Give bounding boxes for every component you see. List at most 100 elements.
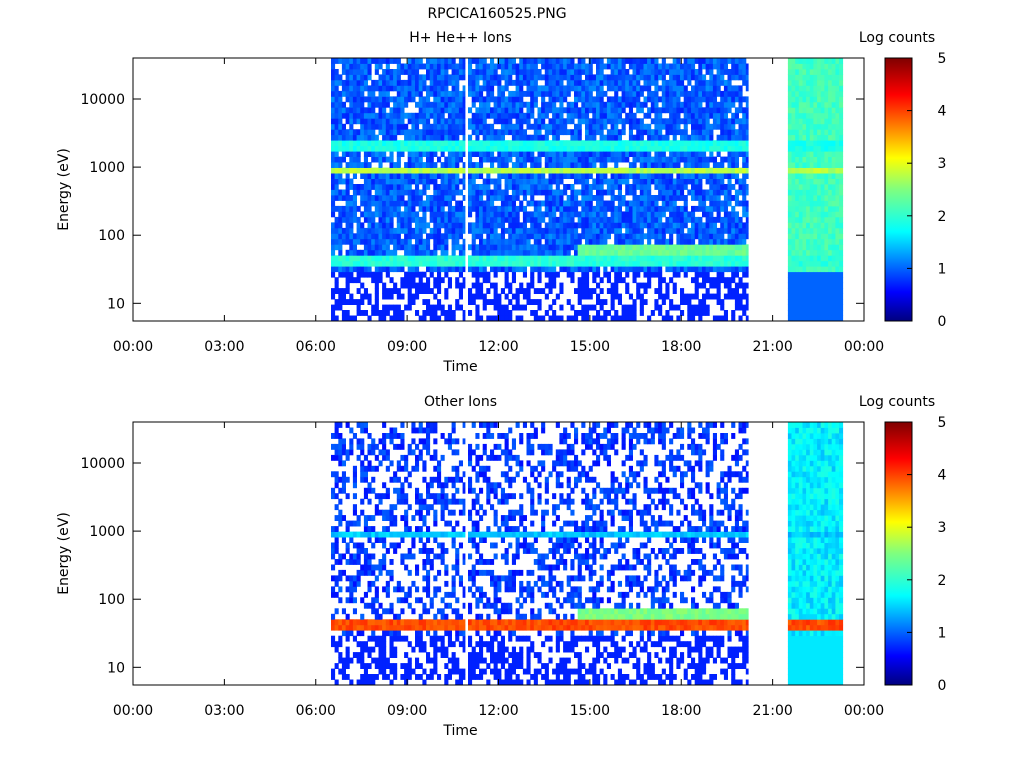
heatmap-cell [709, 260, 714, 267]
heatmap-cell [817, 227, 822, 234]
heatmap-cell [404, 129, 409, 136]
heatmap-cell [610, 96, 615, 103]
heatmap-cell [389, 205, 394, 212]
heatmap-cell [791, 310, 796, 316]
heatmap-cell [338, 238, 343, 245]
heatmap-cell [451, 216, 456, 223]
heatmap-cell [389, 69, 394, 75]
heatmap-cell [625, 79, 630, 86]
heatmap-cell [533, 58, 538, 64]
heatmap-cell [360, 189, 365, 196]
heatmap-cell [497, 260, 502, 267]
heatmap-cell [331, 145, 336, 152]
heatmap-cell [603, 145, 608, 152]
heatmap-cell [643, 96, 648, 103]
heatmap-cell [658, 277, 663, 284]
heatmap-cell [393, 145, 398, 152]
heatmap-cell [795, 63, 800, 70]
heatmap-cell [570, 211, 575, 218]
heatmap-cell [541, 315, 546, 322]
heatmap-cell [490, 167, 495, 174]
heatmap-cell [393, 96, 398, 103]
heatmap-cell [809, 238, 814, 245]
heatmap-cell [541, 249, 546, 256]
heatmap-cell [429, 107, 434, 114]
heatmap-cell [791, 90, 796, 97]
heatmap-cell [444, 255, 449, 262]
heatmap-cell [628, 238, 633, 245]
heatmap-cell [625, 156, 630, 163]
heatmap-cell [360, 260, 365, 267]
heatmap-cell [482, 189, 487, 196]
heatmap-cell [418, 63, 423, 70]
heatmap-cell [415, 118, 420, 125]
heatmap-cell [596, 129, 601, 136]
heatmap-cell [581, 310, 586, 316]
heatmap-cell [614, 58, 619, 64]
heatmap-cell [378, 271, 383, 278]
heatmap-cell [382, 69, 387, 75]
heatmap-cell [537, 216, 542, 223]
heatmap-cell [490, 211, 495, 218]
heatmap-cell [738, 293, 743, 300]
heatmap-cell [367, 244, 372, 251]
heatmap-cell [639, 58, 644, 64]
heatmap-cell [680, 244, 685, 251]
heatmap-cell [742, 63, 747, 70]
heatmap-cell [610, 266, 615, 273]
heatmap-cell [577, 200, 582, 207]
heatmap-cell [647, 140, 652, 147]
heatmap-cell [563, 173, 568, 179]
heatmap-cell [806, 282, 811, 289]
heatmap-cell [433, 173, 438, 179]
heatmap-cell [426, 129, 431, 136]
heatmap-cell [665, 260, 670, 267]
heatmap-cell [555, 293, 560, 300]
heatmap-cell [331, 288, 336, 294]
heatmap-cell [515, 85, 520, 92]
heatmap-cell [385, 129, 390, 136]
heatmap-cell [709, 222, 714, 229]
heatmap-cell [415, 145, 420, 152]
heatmap-cell [650, 216, 655, 223]
heatmap-cell [451, 211, 456, 218]
heatmap-cell [519, 140, 524, 147]
heatmap-cell [599, 299, 604, 305]
heatmap-cell [712, 162, 717, 168]
heatmap-cell [367, 63, 372, 70]
heatmap-cell [400, 69, 405, 75]
heatmap-cell [798, 195, 803, 201]
heatmap-cell [349, 162, 354, 168]
heatmap-cell [440, 101, 445, 108]
heatmap-cell [570, 101, 575, 108]
heatmap-cell [552, 107, 557, 114]
heatmap-cell [798, 140, 803, 147]
heatmap-cell [599, 189, 604, 196]
heatmap-cell [533, 74, 538, 81]
heatmap-cell [676, 315, 681, 322]
heatmap-cell [544, 107, 549, 114]
heatmap-cell [493, 69, 498, 75]
heatmap-cell [566, 205, 571, 212]
heatmap-cell [702, 205, 707, 212]
heatmap-cell [363, 227, 368, 234]
heatmap-cell [606, 310, 611, 316]
heatmap-cell [522, 178, 527, 185]
heatmap-cell [360, 222, 365, 229]
heatmap-cell [806, 96, 811, 103]
heatmap-cell [422, 227, 427, 234]
heatmap-cell [462, 205, 466, 212]
heatmap-cell [687, 156, 692, 163]
heatmap-cell [727, 184, 732, 190]
heatmap-cell [683, 140, 688, 147]
heatmap-cell [738, 233, 743, 240]
heatmap-cell [628, 211, 633, 218]
heatmap-cell [606, 222, 611, 229]
heatmap-cell [795, 140, 800, 147]
heatmap-cell [422, 178, 427, 185]
heatmap-cell [389, 151, 394, 157]
heatmap-cell [338, 271, 343, 278]
heatmap-cell [371, 107, 376, 114]
heatmap-cell [787, 277, 792, 284]
heatmap-cell [820, 129, 825, 136]
